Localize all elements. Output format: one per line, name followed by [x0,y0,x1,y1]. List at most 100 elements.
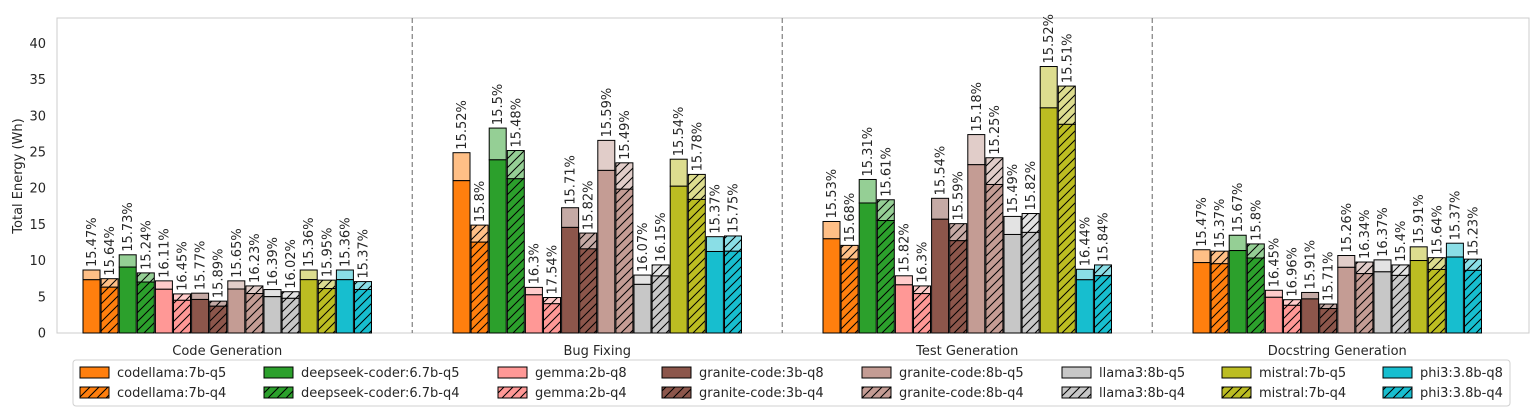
legend-label: gemma:2b-q8 [535,366,627,381]
x-category-label: Code Generation [172,344,282,359]
bar-upper-hatch [507,150,525,179]
legend-label: mistral:7b-q4 [1259,386,1346,401]
bar-lower-segment [705,250,724,334]
percent-label: 16.45% [176,241,191,291]
bar-lower-hatch [1428,269,1446,333]
percent-label: 15.51% [1060,33,1075,83]
bar-upper-segment [1192,249,1211,264]
bar-lower-segment [822,238,841,334]
percent-label: 15.64% [1430,205,1445,255]
percent-label: 15.4% [1394,221,1409,262]
legend-label: deepseek-coder:6.7b-q5 [301,366,459,381]
bar-upper-segment [858,178,877,204]
bar-lower-segment [1264,296,1283,334]
bars-layer [82,66,1482,334]
bar-upper-segment [1264,289,1283,298]
bar-upper-hatch [471,225,489,243]
percent-label: 15.95% [320,228,335,278]
bar-lower-segment [1003,233,1022,334]
percent-label: 15.68% [843,193,858,243]
percent-label: 15.78% [690,122,705,172]
legend-label: codellama:7b-q5 [117,366,226,381]
bar-lower-segment [118,266,137,334]
percent-label: 15.24% [139,220,154,270]
bar-upper-segment [705,236,724,252]
bar-lower-hatch [1058,124,1076,333]
y-tick-label: 0 [38,327,46,342]
percent-label: 15.47% [1195,197,1210,247]
bar-upper-segment [1373,259,1392,273]
bar-lower-hatch [1464,270,1482,333]
percent-label: 16.15% [654,212,669,262]
bar-lower-hatch [245,293,263,333]
legend-label: codellama:7b-q4 [117,386,226,401]
percent-label: 15.89% [212,249,227,299]
y-tick-label: 30 [29,109,46,124]
percent-label: 16.23% [248,233,263,283]
percent-label: 15.84% [1097,212,1112,262]
percent-label: 15.67% [1231,183,1246,233]
bar-lower-hatch [1247,258,1265,333]
bar-upper-hatch [1211,251,1229,264]
bar-upper-hatch [1283,299,1301,306]
bar-upper-segment [1039,66,1058,109]
bar-lower-segment [597,169,616,334]
bar-upper-hatch [173,293,191,301]
percent-label: 15.82% [897,223,912,273]
legend-frame [72,359,1511,407]
bar-upper-segment [82,269,101,281]
bar-lower-segment [1228,250,1247,334]
y-axis-label: Total Energy (Wh) [11,118,26,234]
percent-label: 15.54% [934,146,949,196]
bar-upper-segment [488,127,507,161]
percent-label: 15.8% [473,181,488,222]
percent-label: 15.48% [509,98,524,148]
bar-upper-hatch [913,285,931,294]
bar-lower-segment [299,279,318,334]
legend-swatch-hatch [264,387,293,398]
bar-upper-hatch [652,264,670,276]
percent-label: 15.26% [1340,203,1355,253]
legend-label: gemma:2b-q4 [535,386,627,401]
bar-lower-hatch [543,303,561,333]
bar-lower-hatch [949,240,967,333]
percent-label: 16.96% [1286,247,1301,297]
legend-swatch [79,366,110,379]
bar-lower-hatch [173,300,191,333]
bar-lower-hatch [841,259,859,333]
bar-upper-hatch [354,281,372,290]
x-category-label: Test Generation [915,344,1018,359]
legend-swatch [1061,366,1092,379]
percent-label: 15.52% [455,100,470,150]
percent-label: 15.49% [618,110,633,160]
bar-upper-hatch [209,301,227,307]
bar-upper-segment [561,207,580,228]
percent-label: 15.36% [338,217,353,267]
bar-lower-hatch [652,275,670,333]
percent-labels-layer: 15.47% 15.64% 15.73% 15.24% 16.11% 16.45% 15.7… [85,14,1482,301]
bar-lower-hatch [137,282,155,333]
percent-label: 15.91% [1412,194,1427,244]
bar-upper-hatch [724,235,742,252]
legend-swatch [661,366,692,379]
bar-upper-segment [1301,291,1320,300]
bar-upper-segment [1445,242,1464,258]
percent-label: 15.5% [491,84,506,125]
bar-upper-segment [669,158,688,187]
bar-upper-hatch [137,272,155,283]
bar-upper-hatch [1319,304,1337,309]
bar-lower-segment [82,279,101,334]
bar-upper-segment [967,134,986,166]
bar-lower-segment [858,202,877,334]
percent-label: 15.75% [727,183,742,233]
bar-lower-segment [154,288,173,334]
bar-upper-hatch [688,174,706,200]
bar-upper-hatch [1355,262,1373,274]
bar-upper-hatch [245,285,263,294]
y-tick-label: 15 [29,218,46,233]
y-axis: 0 5 10 15 20 25 30 35 40 [29,37,46,342]
bar-lower-segment [1337,266,1356,334]
legend-swatch-hatch [1062,387,1091,398]
percent-label: 15.37% [1213,199,1228,249]
